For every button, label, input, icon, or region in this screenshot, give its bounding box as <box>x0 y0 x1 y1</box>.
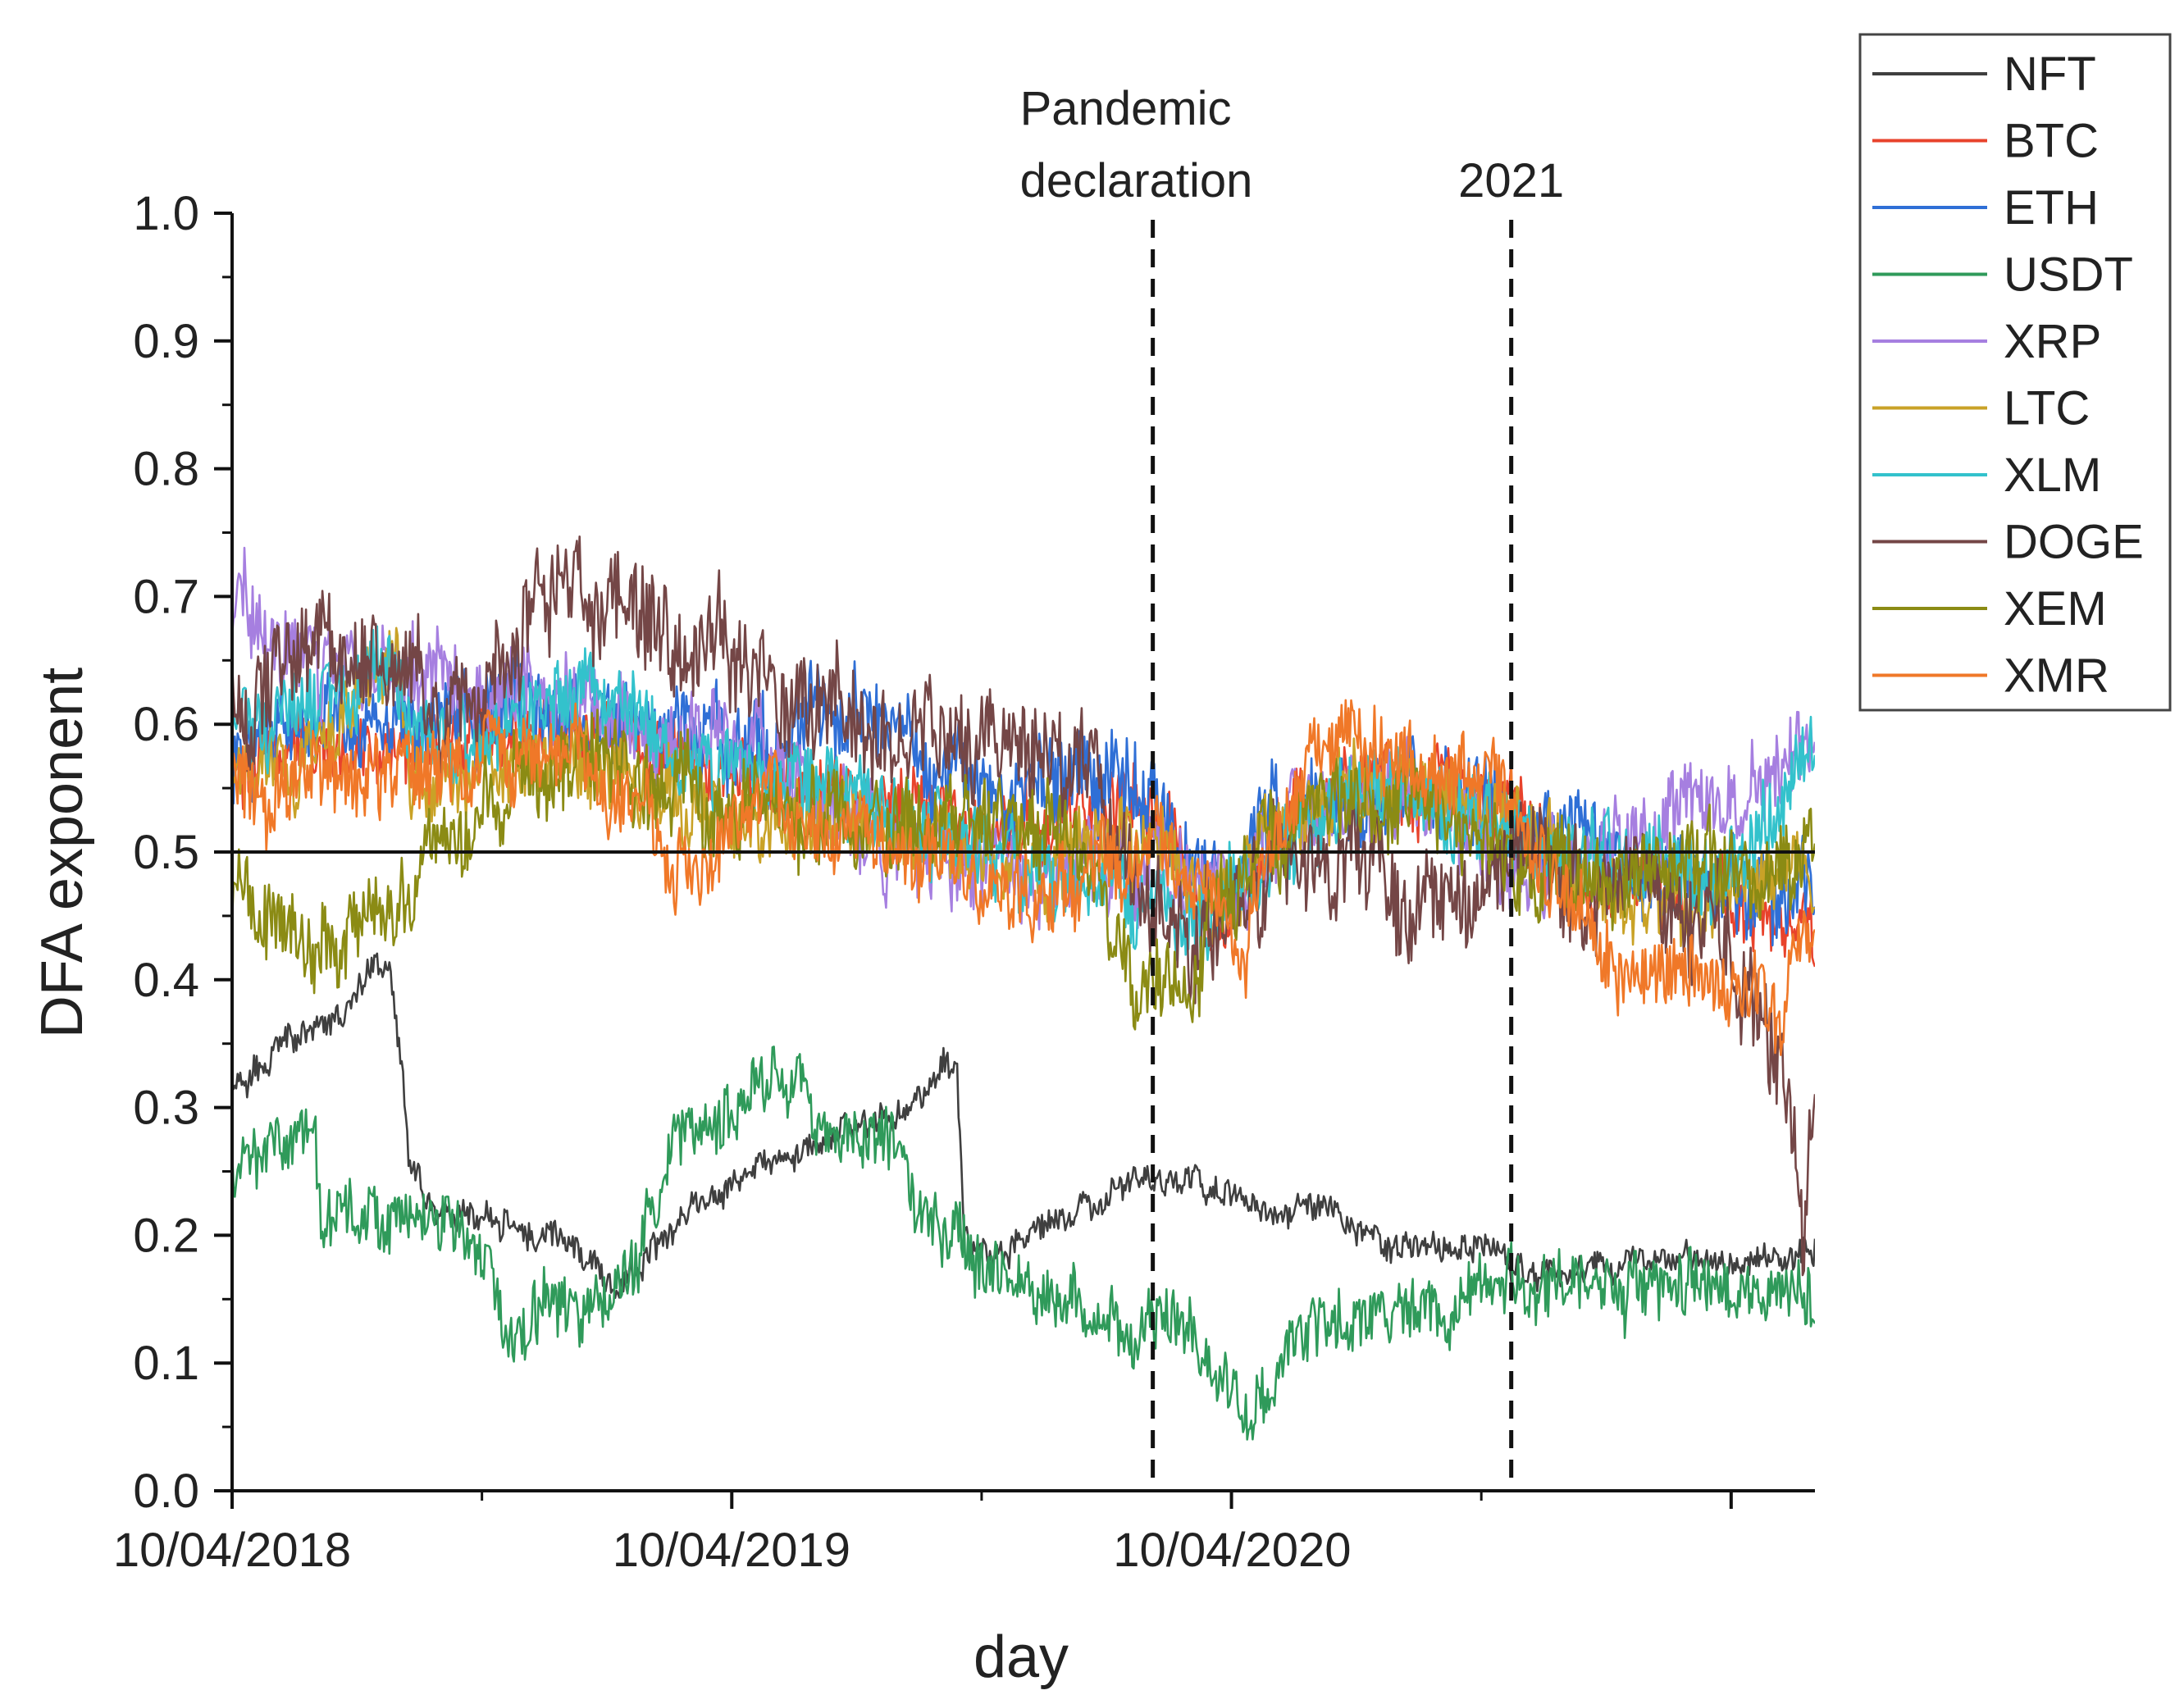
legend: NFT BTC ETH USDT XRP LTC XLM DOGE XEM XMR <box>1858 33 2172 712</box>
event-label: declaration <box>1020 154 1253 207</box>
y-tick-label: 0.4 <box>133 954 199 1007</box>
y-tick-label: 0.8 <box>133 443 199 496</box>
legend-label-ltc: LTC <box>2004 382 2090 435</box>
series-line-nft <box>232 952 1815 1299</box>
legend-label-usdt: USDT <box>2004 248 2133 302</box>
legend-label-btc: BTC <box>2004 115 2099 168</box>
y-tick-label: 0.3 <box>133 1082 199 1135</box>
series-line-xmr <box>232 699 1815 1056</box>
legend-label-xmr: XMR <box>2004 649 2109 703</box>
legend-label-xrp: XRP <box>2004 315 2101 368</box>
series-layer <box>232 535 1815 1441</box>
y-tick-label: 0.7 <box>133 570 199 623</box>
legend-label-xem: XEM <box>2004 582 2107 636</box>
y-tick-label: 1.0 <box>133 187 199 240</box>
legend-label-eth: ETH <box>2004 181 2099 235</box>
y-tick-label: 0.0 <box>133 1465 199 1518</box>
y-tick-label: 0.2 <box>133 1209 199 1262</box>
x-tick-label: 10/04/2020 <box>1113 1524 1351 1577</box>
y-tick-label: 0.6 <box>133 698 199 751</box>
legend-box <box>1858 33 2172 712</box>
legend-label-doge: DOGE <box>2004 516 2144 569</box>
x-tick-label: 10/04/2019 <box>613 1524 850 1577</box>
y-axis-title: DFA exponent <box>30 667 95 1038</box>
x-ticks: 10/04/2018 10/04/2019 10/04/2020 <box>113 1491 1733 1577</box>
x-axis-title: day <box>973 1624 1069 1690</box>
legend-label-nft: NFT <box>2004 48 2096 101</box>
y-tick-label: 0.9 <box>133 315 199 368</box>
event-label: Pandemic <box>1020 82 1232 135</box>
y-tick-label: 0.5 <box>133 826 199 879</box>
event-label: 2021 <box>1458 154 1564 207</box>
x-tick-label: 10/04/2018 <box>113 1524 351 1577</box>
series-line-usdt <box>232 1046 1815 1441</box>
event-annotations: Pandemic declaration 2021 <box>1020 82 1564 1491</box>
y-ticks: 0.0 0.1 0.2 0.3 0.4 0.5 0.6 0.7 0.8 0.9 1.0 <box>133 187 232 1518</box>
y-tick-label: 0.1 <box>133 1337 199 1390</box>
legend-label-xlm: XLM <box>2004 449 2101 502</box>
